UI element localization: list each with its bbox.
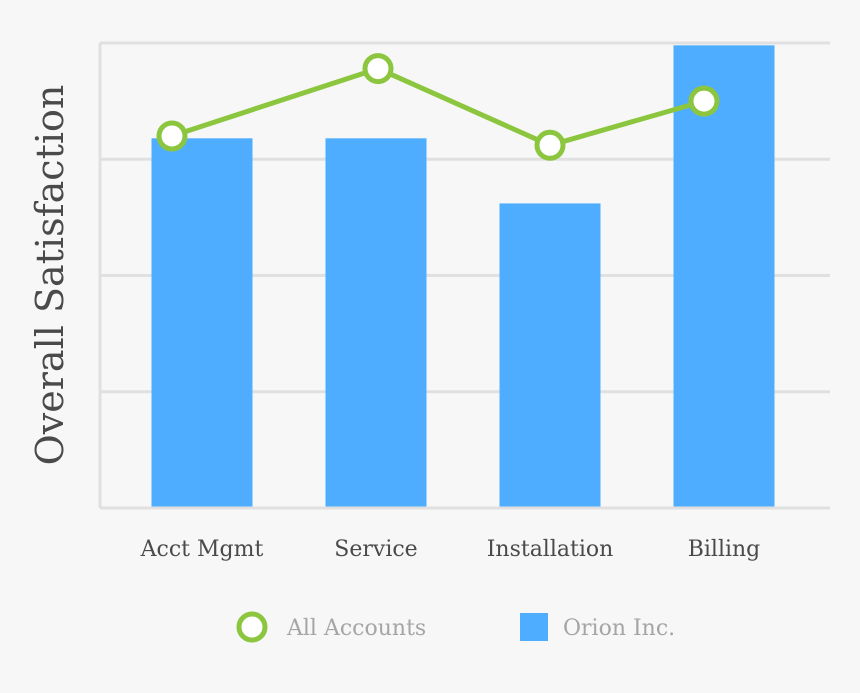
legend: All Accounts Orion Inc. [236,611,675,643]
x-tick-label: Service [334,537,417,562]
x-tick-label: Billing [688,537,761,562]
line-point [362,53,394,85]
line-point [688,85,720,117]
line-layer [156,53,720,161]
bar [325,138,427,508]
line-point [156,120,188,152]
series-line [171,66,705,148]
legend-label-orion: Orion Inc. [563,616,675,641]
bar [673,45,775,508]
axis-layer: Acct Mgmt Service Installation Billing [98,43,830,562]
x-tick-label: Acct Mgmt [140,537,264,562]
bar-layer [151,45,775,509]
bar [499,203,601,509]
legend-line-marker [236,611,268,643]
legend-bar-marker [520,613,548,641]
bar [151,138,253,508]
x-tick-label: Installation [487,537,614,562]
y-axis-title: Overall Satisfaction [28,85,72,466]
legend-label-all-accounts: All Accounts [286,616,426,641]
line-point [534,129,566,161]
